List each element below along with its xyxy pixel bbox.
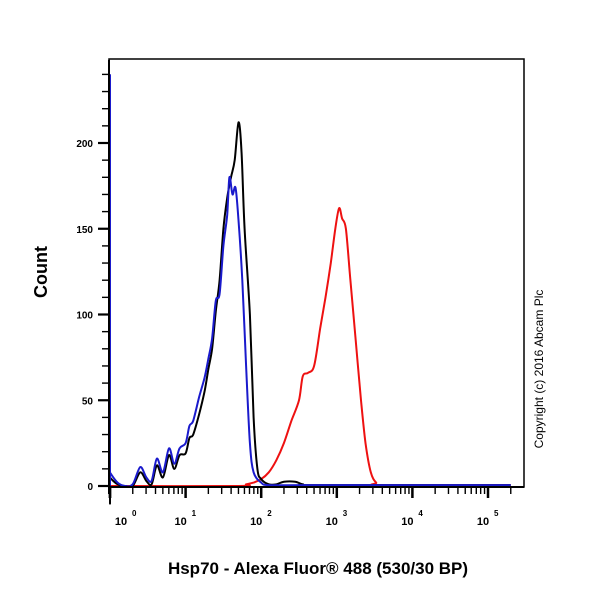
svg-text:0: 0 [132,509,137,518]
x-tick-label: 10 1 [174,509,196,528]
x-tick-label: 10 2 [250,509,272,528]
histogram-curves [108,74,511,505]
x-tick-label: 10 4 [401,509,423,528]
x-tick-label: 10 3 [326,509,348,528]
svg-text:4: 4 [418,509,423,518]
x-tick-label: 10 0 [115,509,137,528]
series-red-curve [109,207,511,488]
svg-text:10: 10 [174,516,186,528]
svg-text:5: 5 [494,509,499,518]
y-tick-label: 200 [76,139,93,150]
y-axis-title: Count [31,246,51,298]
x-tick-label: 10 5 [477,509,499,528]
y-tick-label: 100 [76,311,93,322]
series-blue-curve [108,74,511,488]
svg-text:10: 10 [250,516,262,528]
series-black-curve [108,74,511,505]
svg-text:10: 10 [401,516,413,528]
svg-text:2: 2 [267,509,272,518]
y-tick-label: 150 [76,225,93,236]
svg-text:10: 10 [115,516,127,528]
plot-frame [108,58,525,488]
svg-text:10: 10 [326,516,338,528]
x-axis: 10 0 10 1 10 2 10 3 10 4 10 5 [108,486,524,528]
y-axis: 0 50 100 150 200 [76,60,110,494]
y-tick-label: 50 [82,396,94,407]
copyright-notice: Copyright (c) 2016 Abcam Plc [532,290,546,449]
y-tick-label: 0 [87,482,93,493]
svg-text:3: 3 [343,509,348,518]
svg-text:10: 10 [477,516,489,528]
x-axis-title: Hsp70 - Alexa Fluor® 488 (530/30 BP) [168,559,468,578]
svg-text:1: 1 [192,509,197,518]
